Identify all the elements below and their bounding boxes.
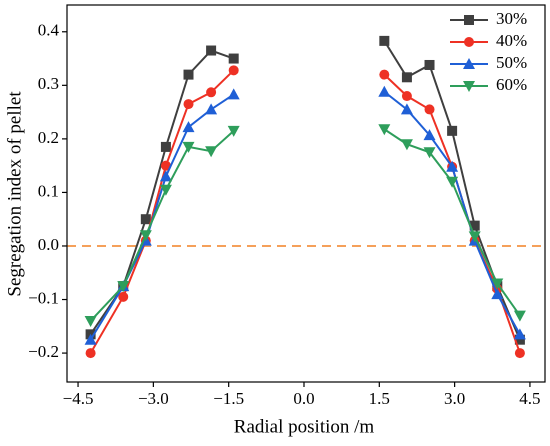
marker bbox=[183, 69, 194, 80]
marker bbox=[227, 88, 240, 100]
x-tick-label: 0.0 bbox=[293, 389, 314, 408]
y-tick-label: 0.2 bbox=[38, 128, 59, 147]
marker bbox=[205, 146, 218, 158]
marker bbox=[228, 53, 239, 64]
marker bbox=[447, 125, 458, 136]
marker bbox=[227, 125, 240, 137]
marker bbox=[183, 99, 194, 110]
legend-marker bbox=[463, 81, 475, 92]
y-tick-label: 0.0 bbox=[38, 235, 59, 254]
marker bbox=[514, 334, 525, 345]
marker bbox=[401, 91, 412, 102]
x-axis-title: Radial position /m bbox=[234, 416, 375, 437]
legend-label: 40% bbox=[496, 31, 527, 50]
x-tick-label: 4.5 bbox=[519, 389, 540, 408]
marker bbox=[139, 230, 152, 242]
marker bbox=[206, 87, 217, 98]
marker bbox=[140, 214, 151, 225]
marker bbox=[182, 121, 195, 133]
marker bbox=[379, 35, 390, 46]
legend-label: 50% bbox=[496, 53, 527, 72]
marker bbox=[85, 348, 96, 359]
marker bbox=[117, 281, 130, 293]
marker bbox=[446, 176, 459, 188]
marker bbox=[118, 291, 129, 302]
y-tick-label: −0.1 bbox=[28, 288, 59, 307]
marker bbox=[400, 103, 413, 115]
marker bbox=[513, 328, 526, 340]
x-tick-label: 3.0 bbox=[444, 389, 465, 408]
legend-label: 60% bbox=[496, 75, 527, 94]
y-tick-label: 0.1 bbox=[38, 181, 59, 200]
x-tick-label: 1.5 bbox=[369, 389, 390, 408]
marker bbox=[228, 65, 239, 76]
marker bbox=[423, 129, 436, 141]
plot-frame bbox=[66, 4, 546, 383]
marker bbox=[513, 310, 526, 322]
y-tick-label: −0.2 bbox=[28, 342, 59, 361]
x-tick-label: −1.5 bbox=[213, 389, 244, 408]
marker bbox=[159, 170, 172, 182]
marker bbox=[468, 231, 481, 243]
marker bbox=[424, 104, 435, 115]
marker bbox=[400, 139, 413, 151]
marker bbox=[379, 69, 390, 80]
marker bbox=[469, 220, 480, 231]
marker bbox=[160, 141, 171, 152]
x-tick-label: −3.0 bbox=[138, 389, 169, 408]
marker bbox=[159, 184, 172, 196]
marker bbox=[491, 288, 504, 300]
y-tick-label: 0.4 bbox=[38, 21, 60, 40]
y-tick-label: 0.3 bbox=[38, 74, 59, 93]
marker bbox=[378, 85, 391, 97]
marker bbox=[206, 45, 217, 56]
legend-marker bbox=[464, 37, 474, 47]
marker bbox=[514, 348, 525, 359]
marker bbox=[84, 333, 97, 345]
series-line bbox=[89, 128, 521, 322]
y-axis-title: Segregation index of pellet bbox=[4, 91, 25, 297]
legend-marker bbox=[464, 15, 474, 25]
marker bbox=[378, 124, 391, 136]
x-tick-label: −4.5 bbox=[63, 389, 94, 408]
marker bbox=[182, 141, 195, 153]
legend-marker bbox=[463, 58, 475, 69]
marker bbox=[401, 72, 412, 83]
marker bbox=[424, 59, 435, 70]
marker bbox=[160, 160, 171, 171]
legend-label: 30% bbox=[496, 9, 527, 28]
marker bbox=[423, 147, 436, 159]
marker bbox=[84, 315, 97, 327]
marker bbox=[491, 278, 504, 290]
marker bbox=[446, 160, 459, 172]
marker bbox=[205, 103, 218, 115]
